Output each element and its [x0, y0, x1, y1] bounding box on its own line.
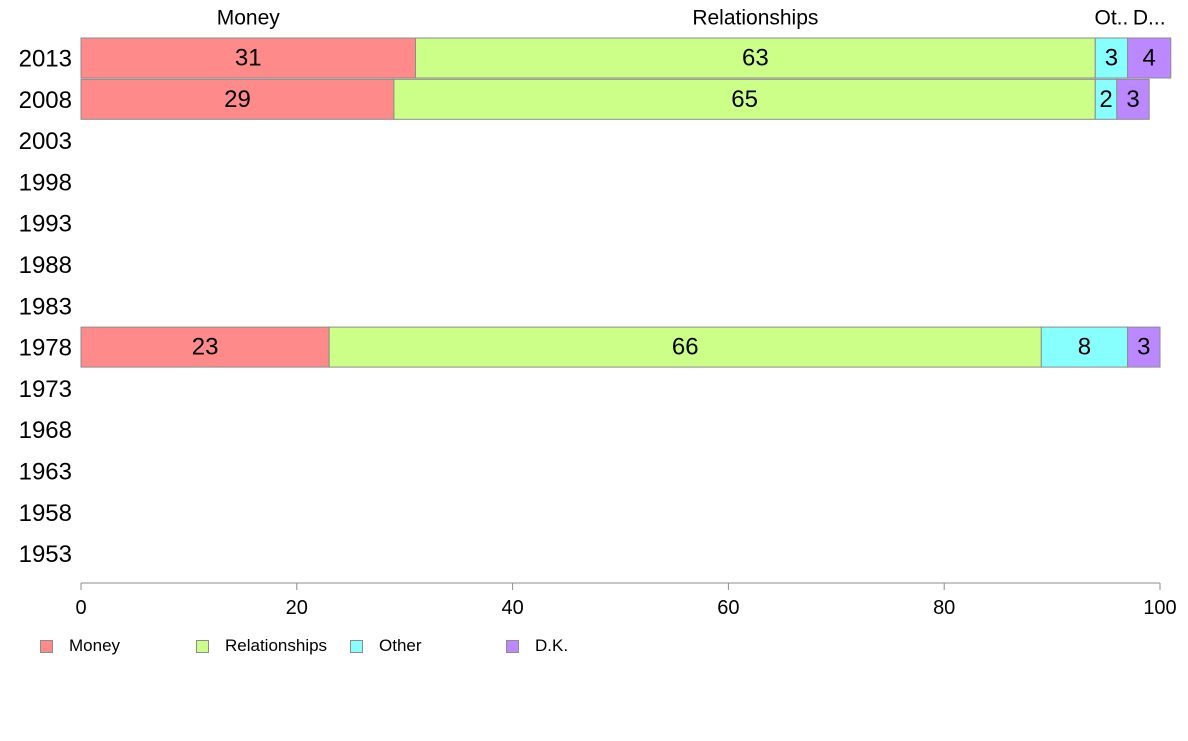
y-tick-label-1973: 1973: [19, 376, 72, 403]
legend-item-relationships: Relationships: [196, 636, 327, 656]
data-label-2008-d-k: 3: [1126, 86, 1139, 113]
data-label-2008-relationships: 65: [731, 86, 758, 113]
legend-item-dk: D.K.: [506, 636, 568, 656]
bar-2008-relationships: [393, 78, 1096, 120]
y-tick-label-2013: 2013: [19, 46, 72, 73]
x-tick-label-60: 60: [717, 597, 739, 619]
bar-2008-money: [80, 78, 395, 120]
x-tick-label-40: 40: [501, 597, 523, 619]
y-tick-label-1953: 1953: [19, 541, 72, 568]
x-tick-label-80: 80: [933, 597, 955, 619]
legend-label-dk: D.K.: [535, 636, 569, 655]
legend-label-money: Money: [69, 636, 121, 655]
legend-swatch-other: [350, 639, 363, 653]
data-label-1978-relationships: 66: [672, 334, 699, 361]
data-label-2013-money: 31: [235, 45, 262, 72]
bar-2008-d-k: [1116, 78, 1150, 120]
y-axis-labels: 2013 2008 2003 1998 1993 1988 1983 1978 1973 1968…: [19, 46, 72, 569]
y-tick-label-1968: 1968: [19, 417, 72, 444]
top-series-label-relationships: Relationships: [692, 7, 818, 30]
legend-item-other: Other: [350, 636, 422, 656]
y-tick-label-2008: 2008: [19, 87, 72, 114]
bar-2013-money: [80, 37, 416, 79]
data-label-1978-money: 23: [192, 334, 219, 361]
data-label-2013-d-k: 4: [1143, 45, 1156, 72]
data-label-2013-other: 3: [1105, 45, 1118, 72]
top-series-label-money: Money: [217, 7, 281, 30]
legend-label-other: Other: [379, 636, 422, 655]
x-tick-label-100: 100: [1143, 597, 1176, 619]
y-tick-label-1978: 1978: [19, 335, 72, 362]
y-tick-label-1988: 1988: [19, 252, 72, 279]
data-label-2008-other: 2: [1099, 86, 1112, 113]
data-label-2008-money: 29: [224, 86, 251, 113]
bar-1978-d-k: [1127, 326, 1161, 368]
top-series-label-other: Ot..: [1095, 7, 1129, 30]
legend-label-relationships: Relationships: [225, 636, 328, 655]
bars: 31 63 3 429 65 2 323 66 8 3: [80, 37, 1172, 368]
bar-1978-money: [80, 326, 330, 368]
data-label-1978-other: 8: [1078, 334, 1091, 361]
y-tick-label-2003: 2003: [19, 128, 72, 155]
y-tick-label-1998: 1998: [19, 169, 72, 196]
bar-1978-other: [1040, 326, 1129, 368]
bar-2013-d-k: [1127, 37, 1172, 79]
y-tick-label-1993: 1993: [19, 211, 72, 238]
top-series-labels: Money Relationships Ot.. D...: [217, 7, 1166, 30]
x-tick-label-20: 20: [286, 597, 308, 619]
legend-swatch-money: [40, 639, 53, 653]
y-tick-label-1963: 1963: [19, 459, 72, 486]
bar-2013-relationships: [414, 37, 1096, 79]
y-tick-label-1958: 1958: [19, 500, 72, 527]
data-label-2013-relationships: 63: [742, 45, 769, 72]
x-axis: 0 20 40 60 80 100: [75, 582, 1177, 619]
top-series-label-d-k: D...: [1133, 7, 1166, 30]
x-tick-label-0: 0: [75, 597, 86, 619]
legend-item-money: Money: [40, 636, 120, 656]
data-label-1978-d-k: 3: [1137, 334, 1150, 361]
y-tick-label-1983: 1983: [19, 293, 72, 320]
bar-2013-other: [1094, 37, 1129, 79]
legend-swatch-relationships: [196, 639, 209, 653]
legend-swatch-dk: [506, 639, 519, 653]
bar-1978-relationships: [328, 326, 1042, 368]
